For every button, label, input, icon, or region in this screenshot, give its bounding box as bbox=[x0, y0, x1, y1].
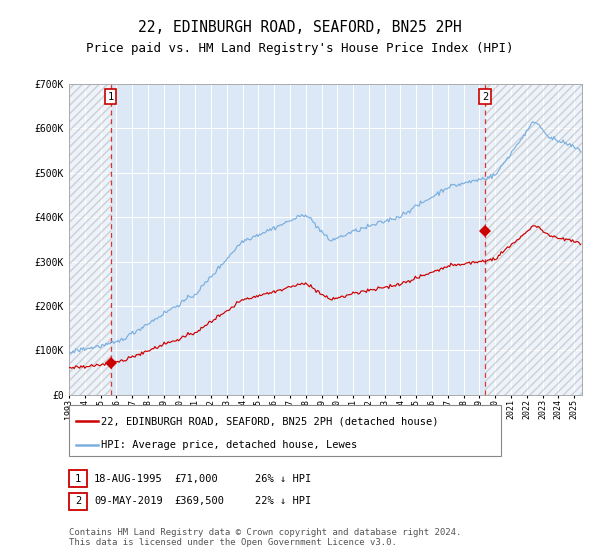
Text: 22, EDINBURGH ROAD, SEAFORD, BN25 2PH: 22, EDINBURGH ROAD, SEAFORD, BN25 2PH bbox=[138, 20, 462, 35]
Text: 18-AUG-1995: 18-AUG-1995 bbox=[94, 474, 163, 484]
Text: HPI: Average price, detached house, Lewes: HPI: Average price, detached house, Lewe… bbox=[101, 440, 357, 450]
Bar bbox=[485, 84, 582, 395]
Text: Price paid vs. HM Land Registry's House Price Index (HPI): Price paid vs. HM Land Registry's House … bbox=[86, 42, 514, 55]
Text: 22, EDINBURGH ROAD, SEAFORD, BN25 2PH (detached house): 22, EDINBURGH ROAD, SEAFORD, BN25 2PH (d… bbox=[101, 417, 438, 426]
Text: 09-MAY-2019: 09-MAY-2019 bbox=[94, 496, 163, 506]
Text: 1: 1 bbox=[75, 474, 81, 484]
Text: £369,500: £369,500 bbox=[174, 496, 224, 506]
Text: 2: 2 bbox=[482, 92, 488, 102]
Bar bbox=[69, 84, 110, 395]
Text: 22% ↓ HPI: 22% ↓ HPI bbox=[255, 496, 311, 506]
Text: 26% ↓ HPI: 26% ↓ HPI bbox=[255, 474, 311, 484]
Text: 1: 1 bbox=[107, 92, 113, 102]
Text: Contains HM Land Registry data © Crown copyright and database right 2024.
This d: Contains HM Land Registry data © Crown c… bbox=[69, 528, 461, 547]
Text: 2: 2 bbox=[75, 496, 81, 506]
Text: £71,000: £71,000 bbox=[174, 474, 218, 484]
